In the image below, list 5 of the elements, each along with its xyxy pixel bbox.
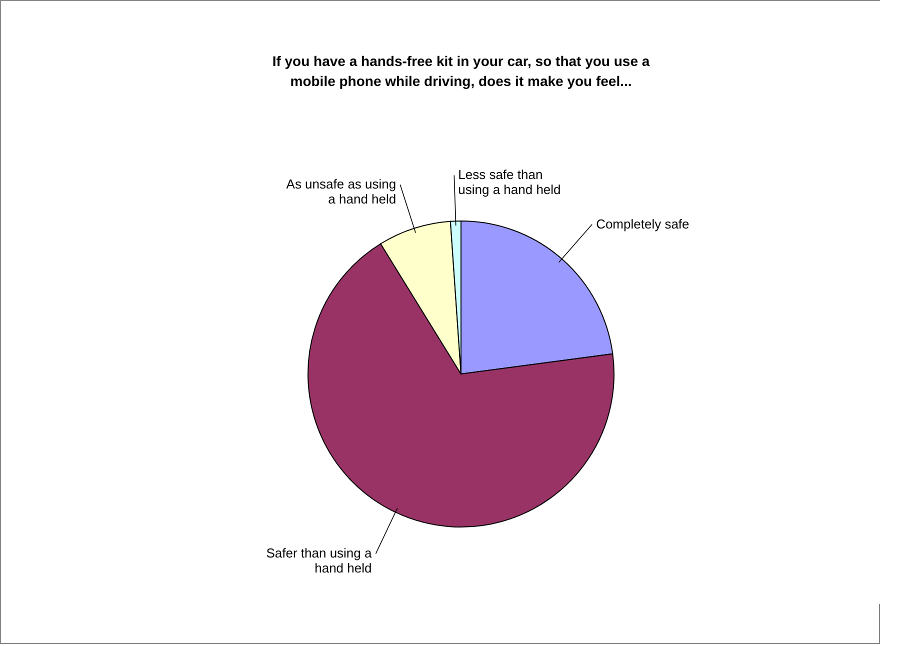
slice-label: Safer than using a hand held	[266, 546, 373, 576]
slice-label: Less safe than using a hand held	[458, 167, 561, 198]
slice-label: As unsafe as using a hand held	[286, 176, 396, 207]
chart-title: If you have a hands-free kit in your car, so that you use a mobile phone while driving, does it make you feel...	[272, 53, 650, 89]
slice-label: Completely safe	[596, 216, 690, 232]
